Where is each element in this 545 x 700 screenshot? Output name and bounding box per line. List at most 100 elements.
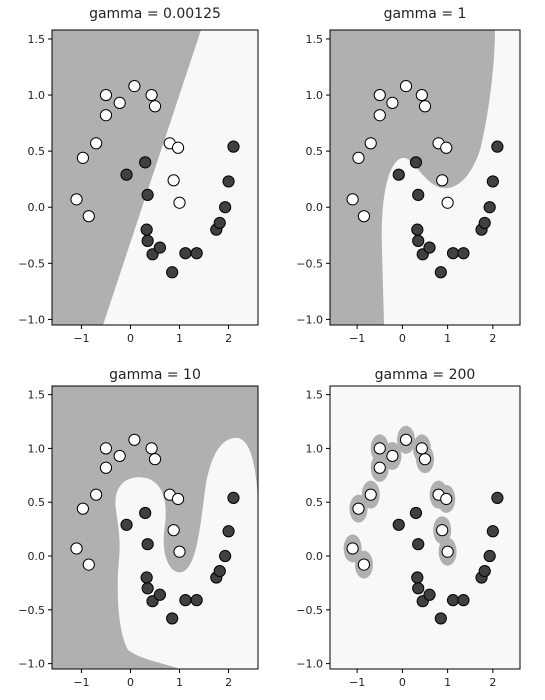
point-class-0: [113, 449, 126, 463]
point-class-1: [457, 594, 470, 607]
point-class-1: [412, 538, 425, 551]
point-class-1: [423, 588, 436, 601]
point-class-1: [412, 234, 425, 247]
x-tick-label: 2: [225, 332, 232, 345]
y-axis: −1.0 −0.5 0.0 0.5 1.0 1.5: [18, 33, 52, 326]
y-tick-label: 0.5: [306, 145, 324, 158]
point-class-0: [99, 442, 113, 455]
point-class-0: [70, 193, 83, 206]
point-class-0: [145, 442, 158, 455]
x-tick-label: 2: [225, 676, 232, 689]
point-class-1: [140, 571, 153, 584]
point-class-1: [457, 247, 470, 260]
point-class-0: [436, 524, 449, 537]
point-class-1: [120, 168, 133, 181]
point-class-1: [491, 491, 504, 505]
x-axis: −1 0 1 2: [73, 325, 232, 345]
point-class-1: [446, 594, 460, 607]
point-class-1: [219, 549, 232, 563]
subplot-title: gamma = 200: [375, 367, 476, 383]
point-class-1: [412, 188, 425, 201]
y-tick-label: −0.5: [18, 604, 45, 617]
points: [70, 433, 240, 625]
point-class-0: [352, 151, 365, 164]
point-class-1: [446, 247, 460, 260]
subplot-4: gamma = 200 −1 0 1 2 −1.0 −0.5 0.0 0.5 1.0 1.5: [296, 367, 521, 689]
y-tick-label: 1.5: [28, 33, 46, 46]
point-class-0: [128, 79, 141, 93]
point-class-0: [173, 196, 186, 209]
x-tick-label: 0: [127, 332, 134, 345]
plot-frame: [329, 29, 521, 326]
point-class-0: [173, 545, 186, 558]
y-tick-label: −1.0: [296, 658, 323, 671]
x-axis: −1 0 1 2: [73, 669, 232, 689]
region-light: [115, 437, 258, 669]
point-class-0: [415, 442, 428, 455]
point-class-0: [357, 558, 371, 571]
point-class-0: [167, 524, 180, 537]
y-tick-label: 0.0: [306, 550, 324, 563]
points: [70, 79, 240, 279]
point-class-0: [90, 137, 103, 150]
y-tick-label: 0.0: [306, 201, 324, 214]
point-class-1: [141, 538, 154, 551]
y-tick-label: 0.0: [28, 550, 46, 563]
point-class-0: [171, 492, 185, 506]
point-class-1: [411, 223, 424, 236]
point-class-0: [148, 453, 162, 466]
points: [346, 433, 504, 625]
y-axis: −1.0 −0.5 0.0 0.5 1.0 1.5: [18, 389, 52, 671]
point-class-1: [227, 140, 240, 153]
point-class-1: [222, 525, 235, 538]
point-class-0: [128, 433, 141, 446]
point-class-1: [483, 201, 496, 214]
y-tick-label: −1.0: [296, 313, 323, 326]
point-class-1: [190, 247, 203, 260]
point-class-1: [409, 156, 423, 169]
point-class-0: [373, 109, 386, 122]
subplot-1: gamma = 0.00125 −1 0 1 2 −1.0 −0.5 0.0 0.5 1.0 1…: [18, 6, 259, 345]
point-class-0: [386, 449, 399, 463]
x-tick-label: 1: [444, 676, 451, 689]
decision-region: [330, 30, 520, 325]
y-tick-label: 0.0: [28, 201, 46, 214]
x-tick-label: −1: [73, 676, 89, 689]
point-class-1: [478, 564, 491, 578]
point-class-1: [213, 216, 226, 230]
point-class-1: [219, 201, 232, 214]
point-class-1: [423, 241, 436, 254]
x-tick-label: 1: [176, 332, 183, 345]
point-class-1: [486, 525, 499, 538]
point-class-1: [227, 491, 240, 505]
x-tick-label: 2: [489, 676, 496, 689]
y-tick-label: 0.5: [28, 496, 46, 509]
point-class-1: [141, 582, 154, 595]
point-class-1: [190, 594, 203, 607]
point-class-0: [436, 174, 449, 187]
y-tick-label: 1.5: [28, 389, 46, 402]
y-tick-label: 0.5: [28, 145, 46, 158]
point-class-0: [99, 461, 113, 474]
x-tick-label: 0: [127, 676, 134, 689]
point-class-0: [171, 141, 185, 154]
point-class-1: [483, 549, 496, 563]
point-class-0: [357, 210, 371, 223]
point-class-1: [411, 571, 424, 584]
point-class-1: [153, 588, 167, 601]
x-tick-label: 1: [444, 332, 451, 345]
y-tick-label: 1.0: [306, 442, 324, 455]
y-tick-label: −0.5: [296, 257, 323, 270]
y-tick-label: −1.0: [18, 658, 45, 671]
point-class-1: [213, 564, 226, 578]
subplot-title: gamma = 1: [384, 6, 467, 22]
region-dark: [330, 30, 495, 325]
point-class-1: [179, 247, 192, 260]
point-class-1: [166, 612, 179, 625]
point-class-1: [139, 506, 152, 520]
y-tick-label: 0.5: [306, 496, 324, 509]
point-class-0: [399, 433, 413, 446]
point-class-0: [364, 137, 377, 150]
point-class-1: [141, 188, 154, 201]
y-axis: −1.0 −0.5 0.0 0.5 1.0 1.5: [296, 389, 330, 671]
